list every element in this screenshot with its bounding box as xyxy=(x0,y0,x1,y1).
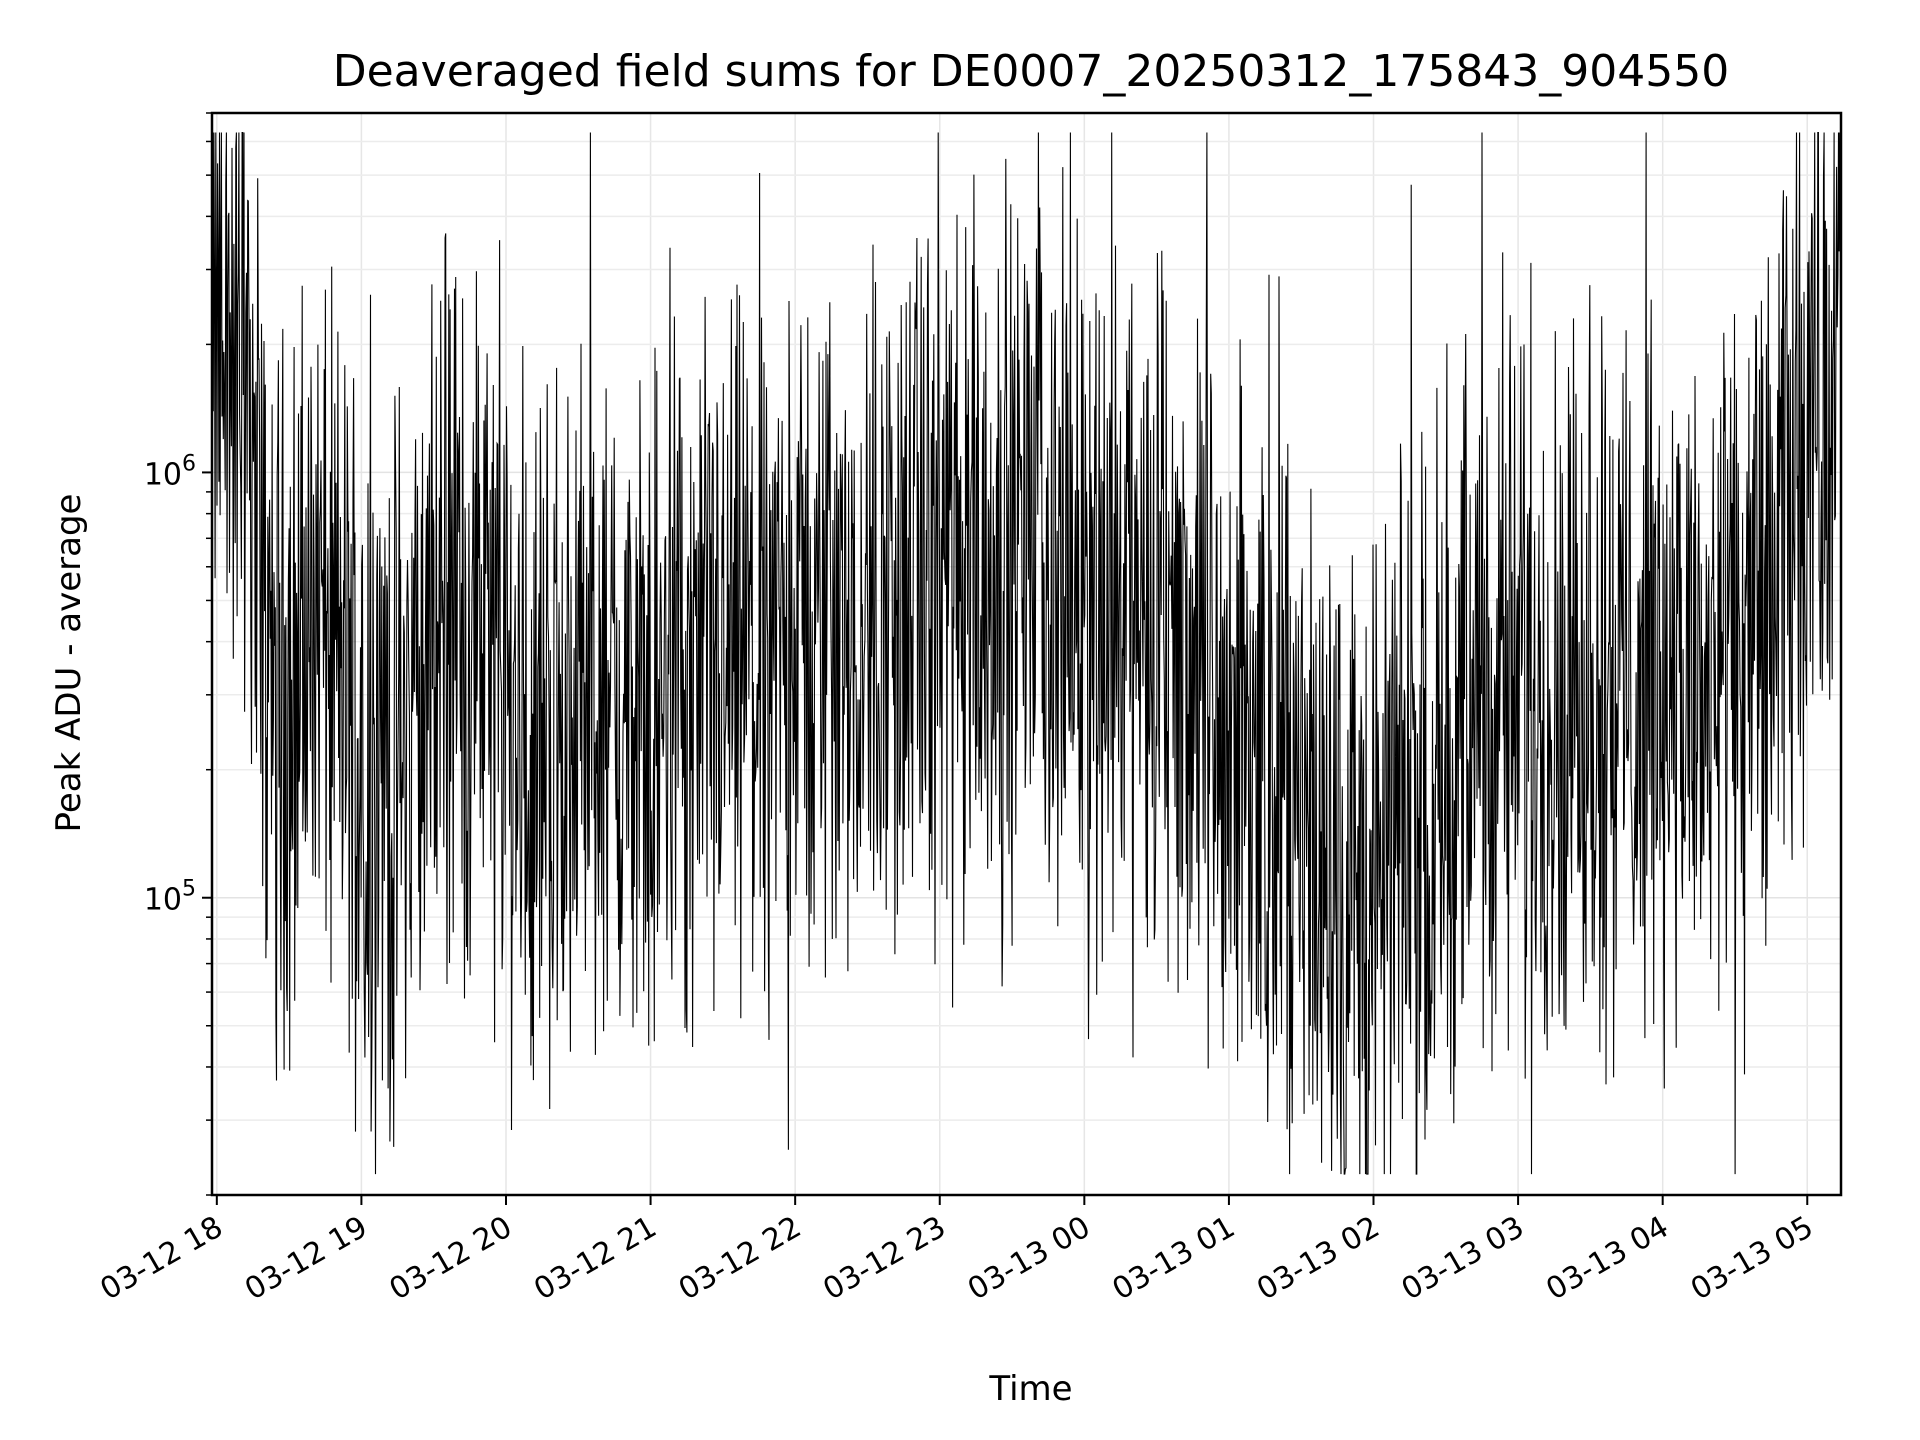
y-axis-title: Peak ADU - average xyxy=(49,494,89,833)
y-tick-exponent: 6 xyxy=(182,451,196,476)
y-tick-base: 10 xyxy=(144,883,182,918)
x-axis-title: Time xyxy=(988,1369,1072,1409)
series-line xyxy=(211,131,1842,1175)
axes-frame xyxy=(210,111,1843,1197)
y-tick-label: 105 xyxy=(144,877,196,918)
data-series xyxy=(211,131,1842,1175)
y-tick-label: 106 xyxy=(144,451,196,492)
y-tick-exponent: 5 xyxy=(182,877,196,902)
y-tick-base: 10 xyxy=(144,457,182,492)
chart-title: Deaveraged field sums for DE0007_2025031… xyxy=(333,46,1730,97)
